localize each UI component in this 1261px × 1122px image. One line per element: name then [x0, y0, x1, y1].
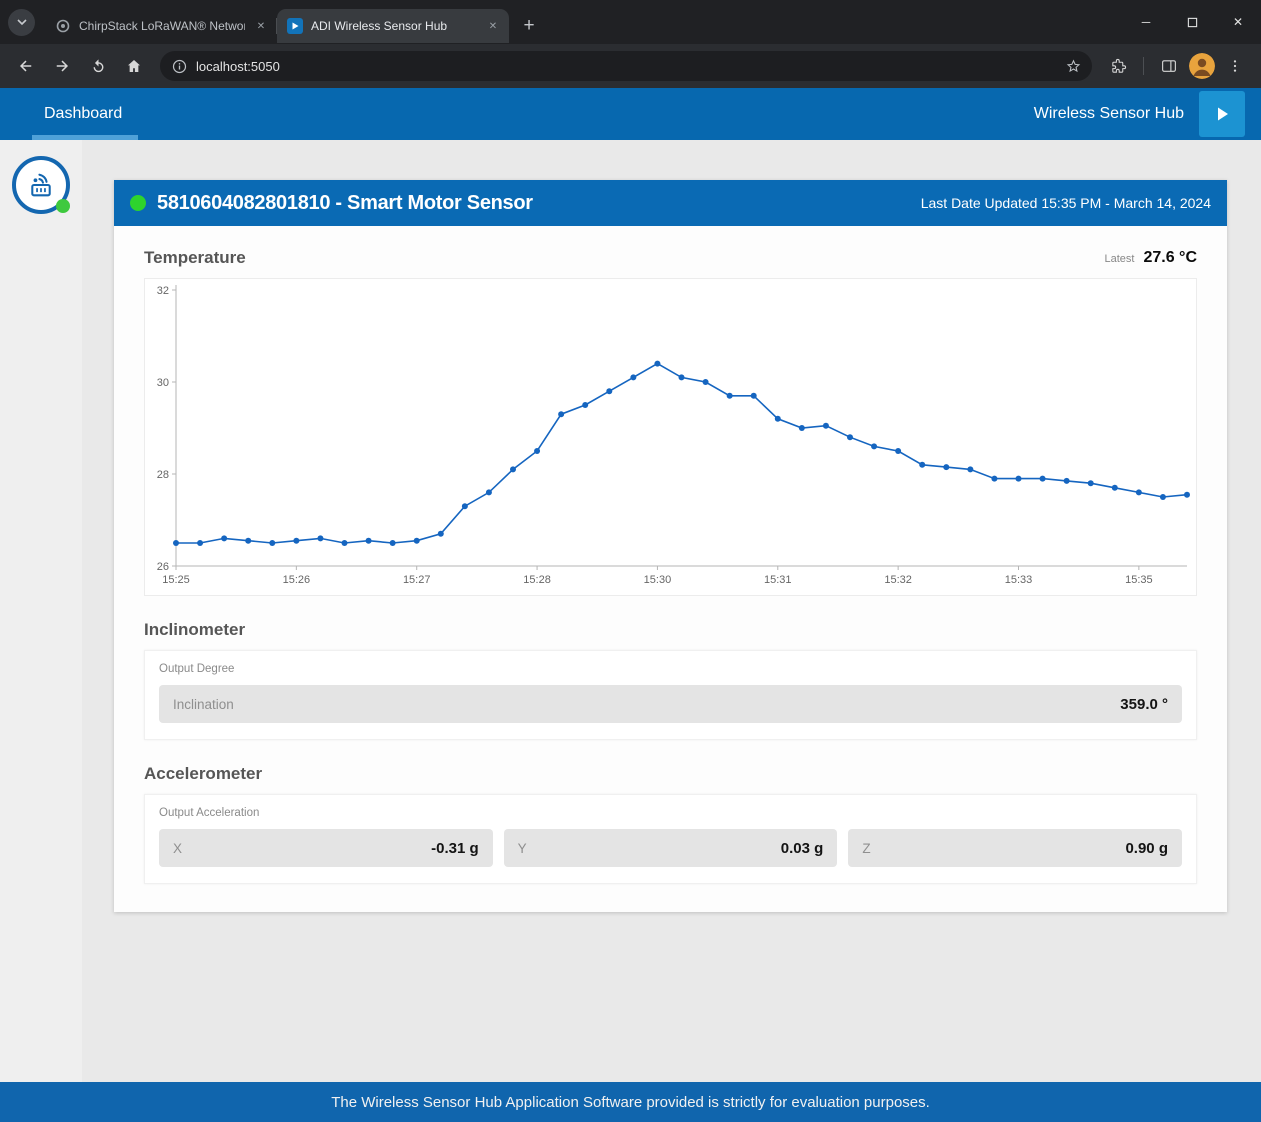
evaluation-footer: The Wireless Sensor Hub Application Soft… — [0, 1082, 1261, 1122]
svg-text:15:31: 15:31 — [764, 574, 792, 586]
accel-z-field: Z 0.90 g — [848, 829, 1182, 867]
reload-icon — [93, 58, 103, 72]
kebab-menu-icon — [1233, 60, 1237, 72]
sensor-hub-logo-icon — [31, 173, 51, 197]
play-icon — [1218, 107, 1228, 121]
url-text: localhost:5050 — [196, 58, 280, 74]
footer-text: The Wireless Sensor Hub Application Soft… — [331, 1093, 930, 1111]
device-card-header: 5810604082801810 - Smart Motor Sensor La… — [114, 180, 1227, 226]
inclination-field: Inclination 359.0 ° — [159, 685, 1182, 723]
back-icon — [20, 60, 32, 72]
run-button[interactable] — [1199, 91, 1245, 137]
accel-y-value: 0.03 g — [780, 839, 824, 857]
tab-title: ADI Wireless Sensor Hub — [311, 19, 448, 33]
accel-x-value: -0.31 g — [431, 839, 479, 857]
puzzle-icon — [1111, 58, 1126, 73]
svg-text:15:25: 15:25 — [162, 574, 190, 586]
maximize-icon — [1187, 17, 1197, 27]
chevron-down-icon — [16, 19, 27, 26]
extensions-button[interactable] — [1102, 50, 1134, 82]
temperature-chart[interactable]: 26 28 30 32 15:25 15:26 15:27 15:28 15:30 15:31 15… — [144, 278, 1197, 596]
inclination-label: Inclination — [173, 696, 234, 712]
temperature-heading: Temperature — [144, 248, 246, 267]
svg-text:26: 26 — [157, 561, 169, 573]
svg-text:32: 32 — [157, 285, 169, 297]
adi-favicon-icon — [287, 18, 303, 34]
accel-x-label: X — [173, 840, 183, 856]
nav-item-dashboard[interactable]: Dashboard — [44, 105, 123, 122]
tab-chirpstack[interactable]: ChirpStack LoRaWAN® Networ ✕ — [45, 9, 277, 43]
accelerometer-panel: Output Acceleration X -0.31 g Y 0.03 g Z — [144, 794, 1197, 884]
reload-button[interactable] — [82, 50, 114, 82]
svg-text:15:33: 15:33 — [1005, 574, 1033, 586]
site-info-icon — [172, 59, 187, 73]
tab-close-icon[interactable]: ✕ — [488, 20, 498, 32]
accel-z-value: 0.90 g — [1125, 839, 1168, 857]
svg-text:15:26: 15:26 — [283, 574, 311, 586]
latest-label: Latest — [1104, 253, 1135, 265]
address-bar[interactable]: localhost:5050 — [160, 51, 1092, 81]
back-button[interactable] — [10, 50, 42, 82]
side-panel-button[interactable] — [1153, 50, 1185, 82]
inclinometer-panel: Output Degree Inclination 359.0 ° — [144, 650, 1197, 740]
last-updated-text: Last Date Updated 15:35 PM - March 14, 2… — [920, 195, 1211, 211]
svg-text:30: 30 — [157, 377, 169, 389]
window-maximize-button[interactable] — [1169, 0, 1215, 44]
bookmark-star-icon[interactable] — [1065, 58, 1082, 75]
svg-text:15:30: 15:30 — [644, 574, 672, 586]
latest-temperature-value: 27.6 °C — [1143, 249, 1197, 266]
accel-y-label: Y — [517, 840, 527, 856]
home-button[interactable] — [118, 50, 150, 82]
accel-x-field: X -0.31 g — [159, 829, 493, 867]
accel-z-label: Z — [862, 840, 871, 856]
active-nav-underline — [32, 135, 138, 140]
device-status-dot — [130, 195, 146, 211]
forward-button[interactable] — [46, 50, 78, 82]
side-panel-icon — [1162, 60, 1176, 72]
svg-text:15:27: 15:27 — [403, 574, 431, 586]
browser-tabstrip: ChirpStack LoRaWAN® Networ ✕ ADI Wireles… — [0, 0, 1261, 44]
tab-search-button[interactable] — [8, 8, 35, 36]
home-icon — [128, 60, 140, 72]
logo-status-dot — [56, 199, 70, 213]
browser-menu-button[interactable] — [1219, 50, 1251, 82]
forward-icon — [56, 60, 68, 72]
tab-title: ChirpStack LoRaWAN® Networ — [79, 19, 245, 33]
browser-toolbar: localhost:5050 — [0, 44, 1261, 88]
svg-text:15:35: 15:35 — [1125, 574, 1153, 586]
tab-close-icon[interactable]: ✕ — [256, 20, 266, 32]
svg-text:28: 28 — [157, 469, 169, 481]
toolbar-divider — [1143, 57, 1144, 75]
chirpstack-favicon-icon — [55, 18, 71, 34]
device-title: 5810604082801810 - Smart Motor Sensor — [157, 191, 533, 214]
app-title: Wireless Sensor Hub — [1033, 105, 1184, 122]
app-header: Dashboard Wireless Sensor Hub — [0, 88, 1261, 140]
inclinometer-group-label: Output Degree — [159, 663, 235, 675]
inclinometer-heading: Inclinometer — [144, 620, 246, 639]
window-controls: ─ ✕ — [1123, 0, 1261, 44]
window-minimize-button[interactable]: ─ — [1141, 15, 1151, 29]
avatar-icon — [1189, 53, 1215, 79]
new-tab-button[interactable]: + — [523, 15, 535, 36]
svg-text:15:32: 15:32 — [884, 574, 912, 586]
sidebar — [0, 140, 82, 1082]
accelerometer-heading: Accelerometer — [144, 764, 263, 783]
app-logo[interactable] — [12, 156, 70, 214]
device-card: 5810604082801810 - Smart Motor Sensor La… — [114, 180, 1227, 912]
inclination-value: 359.0 ° — [1120, 695, 1168, 713]
main-content: 5810604082801810 - Smart Motor Sensor La… — [82, 140, 1261, 1082]
svg-text:15:28: 15:28 — [523, 574, 551, 586]
accel-y-field: Y 0.03 g — [503, 829, 838, 867]
accelerometer-group-label: Output Acceleration — [159, 807, 260, 819]
profile-avatar[interactable] — [1189, 53, 1215, 79]
tab-adi-wireless-sensor-hub[interactable]: ADI Wireless Sensor Hub ✕ — [277, 9, 509, 43]
window-close-button[interactable]: ✕ — [1232, 15, 1244, 29]
